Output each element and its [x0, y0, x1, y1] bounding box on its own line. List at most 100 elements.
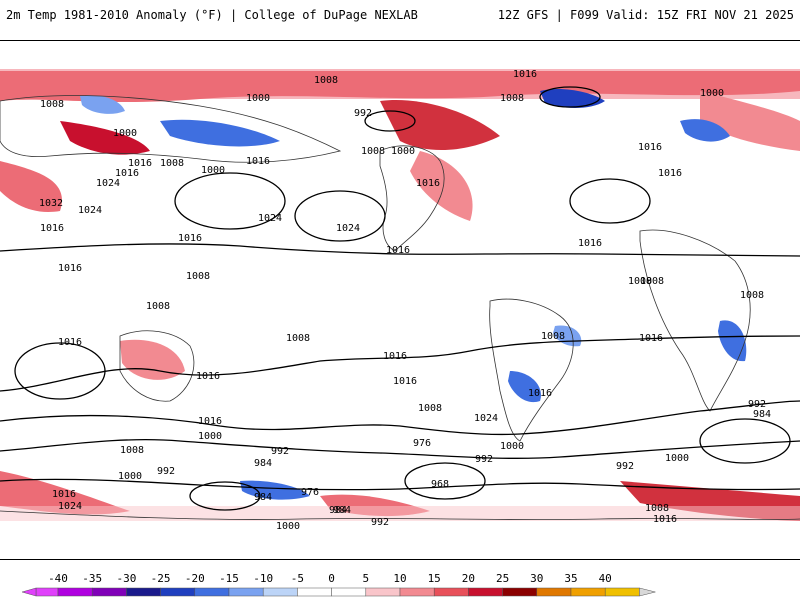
- isobar-label: 1000: [391, 146, 415, 157]
- cold-patch-scandinavia: [680, 119, 730, 142]
- australia-outline: [119, 330, 195, 402]
- isobar-label: 1000: [500, 441, 524, 452]
- isobar-label: 1016: [513, 69, 537, 80]
- colorbar-tick-label: -35: [82, 572, 103, 585]
- colorbar-swatch: [297, 587, 332, 597]
- colorbar-max-arrow: [639, 587, 656, 597]
- isobar-label: 1008: [645, 503, 669, 514]
- isobar-label: 1000: [201, 165, 225, 176]
- antarctica-outline: [0, 510, 800, 520]
- isobar-label: 1008: [541, 331, 565, 342]
- cold-patch-africa-east: [718, 320, 747, 362]
- europe-warm: [60, 121, 150, 155]
- isobar-label: 1024: [258, 213, 282, 224]
- colorbar-swatch: [35, 587, 59, 597]
- colorbar-tick-label: -20: [184, 572, 205, 585]
- isobar-label: 1000: [276, 521, 300, 532]
- australia-warm: [120, 339, 185, 380]
- colorbar-svg: [21, 587, 656, 597]
- colorbar-tick-label: -25: [150, 572, 171, 585]
- isobar-label: 1016: [246, 156, 270, 167]
- isobar-label: 976: [413, 438, 431, 449]
- isobar-label: 984: [254, 492, 272, 503]
- colorbar-swatch: [536, 587, 572, 597]
- isobar-label: 984: [254, 458, 272, 469]
- isobar-label: 1008: [40, 99, 64, 110]
- isobar-label: 1008: [640, 276, 664, 287]
- isobar-low-south-atlantic: [699, 418, 791, 464]
- isobar-992-south: [0, 478, 800, 491]
- isobar-label: 1016: [658, 168, 682, 179]
- isobar-label: 1016: [528, 388, 552, 399]
- colorbar-swatch: [331, 587, 367, 597]
- south-america-outline: [489, 298, 574, 442]
- isobar-label: 1008: [740, 290, 764, 301]
- isobar-label: 992: [371, 517, 389, 528]
- colorbar-swatch: [262, 587, 298, 597]
- colorbar-swatch: [433, 587, 469, 597]
- isobar-low-south-pacific: [404, 462, 486, 500]
- isobar-1016-high-indian: [14, 342, 106, 400]
- colorbar-ticks: -40 -35 -30 -25 -20 -15 -10 -5 0 5 10 15 20 25 30 35 40: [0, 572, 800, 586]
- south-warm-west: [0, 471, 130, 515]
- isobar-label: 992: [475, 454, 493, 465]
- isobar-label: 1024: [474, 413, 498, 424]
- colorbar-swatch: [604, 587, 640, 597]
- colorbar-swatch: [502, 587, 538, 597]
- isobar-label: 1016: [128, 158, 152, 169]
- colorbar-tick-label: -15: [219, 572, 239, 585]
- colorbar-swatch: [399, 587, 435, 597]
- isobar-1024-high-pacific-east: [294, 190, 386, 242]
- colorbar-tick-label: 35: [564, 572, 578, 585]
- isobar-label: 1016: [40, 223, 64, 234]
- africa-outline: [639, 229, 751, 412]
- isobar-high-arctic: [539, 86, 601, 108]
- colorbar-tick-label: 20: [461, 572, 476, 585]
- isobar-1000-south: [0, 439, 800, 459]
- colorbar-min-arrow: [21, 587, 37, 597]
- isobar-label: 1016: [52, 489, 76, 500]
- isobar-1024-high-pacific-west: [174, 172, 286, 230]
- colorbar-swatch: [160, 587, 196, 597]
- isobar-label: 1016: [416, 178, 440, 189]
- isobar-label: 1000: [246, 93, 270, 104]
- colorbar-tick-label: -30: [116, 572, 137, 585]
- isobar-1008-south: [0, 400, 800, 436]
- coastlines: [0, 95, 800, 520]
- colorbar-swatch: [468, 587, 503, 597]
- isobar-label: 1016: [196, 371, 220, 382]
- isobar-low-siberia: [364, 110, 416, 132]
- antarctic-coast-band: [0, 506, 800, 521]
- isobar-label: 1024: [58, 501, 82, 512]
- anomaly-shading: [0, 69, 800, 521]
- siberia-warm: [380, 100, 500, 151]
- colorbar-swatch: [194, 587, 230, 597]
- isobar-label: 1008: [286, 333, 310, 344]
- isobar-label: 1016: [639, 333, 663, 344]
- north-america-outline: [379, 145, 445, 252]
- global-anomaly-map: 1016 1008 1000 1008 1000 992 1008 1000 1016 1024 1…: [0, 40, 800, 560]
- colorbar-tick-label: 15: [427, 572, 441, 585]
- cold-patch-arctic: [540, 89, 605, 108]
- isobar-label: 984: [333, 505, 351, 516]
- isobar-label: 976: [301, 487, 319, 498]
- colorbar: -40 -35 -30 -25 -20 -15 -10 -5 0 5 10 15 20 25 30 35 40: [0, 572, 800, 600]
- colorbar-tick-label: -10: [253, 572, 274, 585]
- isobar-label: 992: [271, 446, 289, 457]
- isobar-label: 1016: [115, 168, 139, 179]
- isobar-label: 1016: [58, 337, 82, 348]
- isobar-label: 1000: [665, 453, 689, 464]
- colorbar-tick-label: -5: [290, 572, 305, 585]
- colorbar-tick-label: 40: [598, 572, 612, 585]
- europe-east-warm: [700, 91, 800, 151]
- cold-patch-russia: [160, 119, 280, 147]
- isobar-label: 1008: [314, 75, 338, 86]
- colorbar-swatch: [126, 587, 161, 597]
- colorbar-tick-label: 0: [328, 572, 335, 585]
- isobar-label: 1016: [58, 263, 82, 274]
- isobars: [0, 86, 800, 511]
- isobar-1016-north: [0, 243, 800, 257]
- isobar-label: 1008: [186, 271, 210, 282]
